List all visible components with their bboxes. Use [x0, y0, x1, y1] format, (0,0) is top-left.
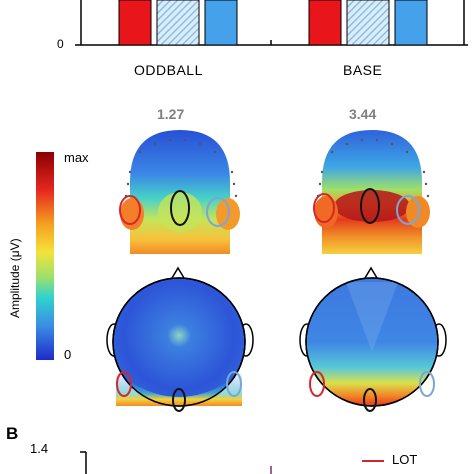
- back-view-oddball: [119, 130, 240, 254]
- panel-b-label: B: [6, 424, 19, 443]
- condition-label-oddball: ODDBALL: [134, 62, 203, 78]
- top-view-base: [299, 266, 447, 412]
- roi-left-oddball-top: [116, 371, 132, 397]
- bar-base-red: [308, 0, 342, 46]
- roi-right-base-back: [396, 195, 420, 225]
- base-value: 3.44: [349, 106, 377, 122]
- bar-axis-zero: 0: [57, 37, 64, 51]
- colorbar-min-label: 0: [64, 347, 72, 362]
- bar-base-blue: [394, 0, 428, 46]
- roi-left-base-back: [313, 193, 335, 223]
- roi-right-oddball-back: [206, 197, 230, 227]
- oddball-value: 1.27: [157, 106, 185, 122]
- bar-chart: [75, 0, 468, 46]
- bar-base-hatched: [346, 0, 390, 46]
- legend-label-lot: LOT: [392, 452, 418, 467]
- bar-oddball-red: [118, 0, 152, 46]
- top-view-oddball: [106, 266, 254, 412]
- roi-right-base-top: [419, 371, 435, 397]
- colorbar-title: Amplitude (μV): [8, 238, 22, 318]
- roi-left-oddball-back: [119, 195, 141, 225]
- roi-right-oddball-top: [226, 371, 242, 397]
- roi-left-base-top: [309, 371, 325, 397]
- topography-maps: [106, 130, 447, 412]
- bar-oddball-hatched: [156, 0, 200, 46]
- back-view-base: [313, 130, 430, 254]
- roi-middle-base-back: [360, 188, 380, 224]
- panel-b-axes: [80, 451, 384, 474]
- colorbar-max-label: max: [64, 150, 89, 165]
- condition-label-base: BASE: [343, 62, 383, 78]
- panel-b-y-tick-top: 1.4: [30, 441, 49, 456]
- roi-middle-base-top: [363, 388, 377, 412]
- bar-oddball-blue: [204, 0, 238, 46]
- roi-middle-oddball-back: [170, 190, 190, 226]
- roi-middle-oddball-top: [172, 388, 186, 412]
- colorbar: [36, 152, 54, 360]
